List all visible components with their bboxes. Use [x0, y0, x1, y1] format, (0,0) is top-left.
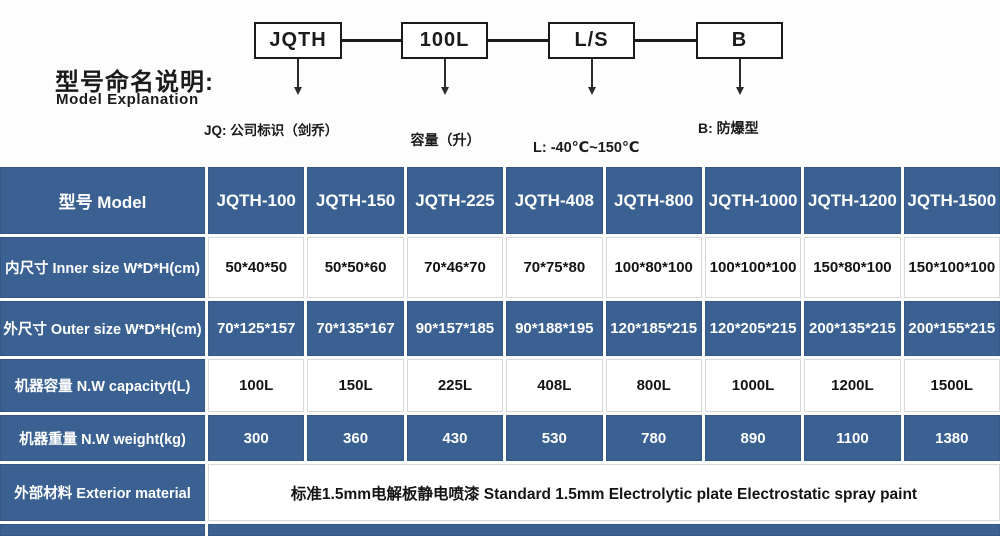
table-cell: 200*135*215 [804, 301, 901, 356]
table-cell: 890 [704, 415, 802, 461]
table-cell: 1380 [903, 415, 1000, 461]
table-cell: 1500L [903, 359, 1000, 412]
table-cell: 1000L [704, 359, 802, 412]
table-cell: 430 [406, 415, 504, 461]
table-cell: 530 [506, 415, 603, 461]
table-cell: 70*75*80 [506, 237, 603, 298]
model-code-box-b: B [696, 22, 783, 59]
partial-row-value-cell [208, 524, 1000, 536]
jqth-line-1: JQ: 公司标识（剑乔） [204, 123, 339, 138]
model-code-box-100l: 100L [401, 22, 488, 59]
row-label-outer-size: 外尺寸 Outer size W*D*H(cm) [0, 301, 205, 356]
down-arrow-icon [588, 87, 596, 95]
table-header-model: JQTH-100 [208, 167, 305, 234]
row-label-weight: 机器重量 N.W weight(kg) [0, 415, 205, 461]
table-header-model: JQTH-1000 [704, 167, 802, 234]
table-cell: 100*100*100 [704, 237, 802, 298]
table-cell: 408L [506, 359, 603, 412]
table-cell: 225L [406, 359, 504, 412]
table-header-model: JQTH-800 [605, 167, 702, 234]
spec-table: 型号 Model JQTH-100 JQTH-150 JQTH-225 JQTH… [0, 167, 1000, 536]
table-cell: 100*80*100 [605, 237, 702, 298]
table-cell: 70*125*157 [208, 301, 305, 356]
connector-line [635, 39, 696, 42]
table-header-model: JQTH-1200 [804, 167, 901, 234]
table-cell: 1200L [804, 359, 901, 412]
connector-line [488, 39, 548, 42]
down-arrow-icon [294, 87, 302, 95]
exterior-material-cell: 标准1.5mm电解板静电喷漆 Standard 1.5mm Electrolyt… [208, 464, 1000, 521]
down-arrow-icon [444, 59, 446, 88]
down-arrow-icon [591, 59, 593, 88]
table-cell: 1100 [804, 415, 901, 461]
model-code-box-jqth: JQTH [254, 22, 342, 59]
table-cell: 120*185*215 [605, 301, 702, 356]
capacity-line-1: 容量（升） [410, 132, 481, 148]
table-cell: 300 [208, 415, 305, 461]
table-cell: 70*46*70 [406, 237, 504, 298]
model-explanation-section: 型号命名说明: Model Explanation JQTH 100L L/S … [0, 0, 1000, 275]
b-line-1: B: 防爆型 [698, 120, 759, 136]
table-cell: 90*188*195 [506, 301, 603, 356]
row-label-capacity: 机器容量 N.W capacityt(L) [0, 359, 205, 412]
table-cell: 50*40*50 [208, 237, 305, 298]
table-cell: 50*50*60 [307, 237, 404, 298]
table-cell: 360 [307, 415, 404, 461]
partial-row-label-cell [0, 524, 205, 536]
down-arrow-icon [739, 59, 741, 88]
down-arrow-icon [441, 87, 449, 95]
section-heading-cn: 型号命名说明: [55, 69, 214, 96]
table-header-model-label: 型号 Model [0, 167, 205, 234]
table-header-model: JQTH-225 [406, 167, 504, 234]
row-label-exterior-material: 外部材料 Exterior material [0, 464, 205, 521]
table-cell: 200*155*215 [903, 301, 1000, 356]
table-header-model: JQTH-150 [307, 167, 404, 234]
table-cell: 120*205*215 [704, 301, 802, 356]
table-cell: 780 [605, 415, 702, 461]
table-cell: 150*80*100 [804, 237, 901, 298]
row-label-inner-size: 内尺寸 Inner size W*D*H(cm) [0, 237, 205, 298]
table-header-model: JQTH-1500 [903, 167, 1000, 234]
model-code-box-ls: L/S [548, 22, 635, 59]
down-arrow-icon [736, 87, 744, 95]
down-arrow-icon [297, 59, 299, 88]
table-cell: 800L [605, 359, 702, 412]
connector-line [342, 39, 401, 42]
table-cell: 150*100*100 [903, 237, 1000, 298]
table-cell: 90*157*185 [406, 301, 504, 356]
section-heading-en: Model Explanation [56, 91, 199, 108]
table-cell: 150L [307, 359, 404, 412]
ls-line-1: L: -40℃~150℃ [533, 140, 640, 156]
table-header-model: JQTH-408 [506, 167, 603, 234]
table-cell: 70*135*167 [307, 301, 404, 356]
table-cell: 100L [208, 359, 305, 412]
